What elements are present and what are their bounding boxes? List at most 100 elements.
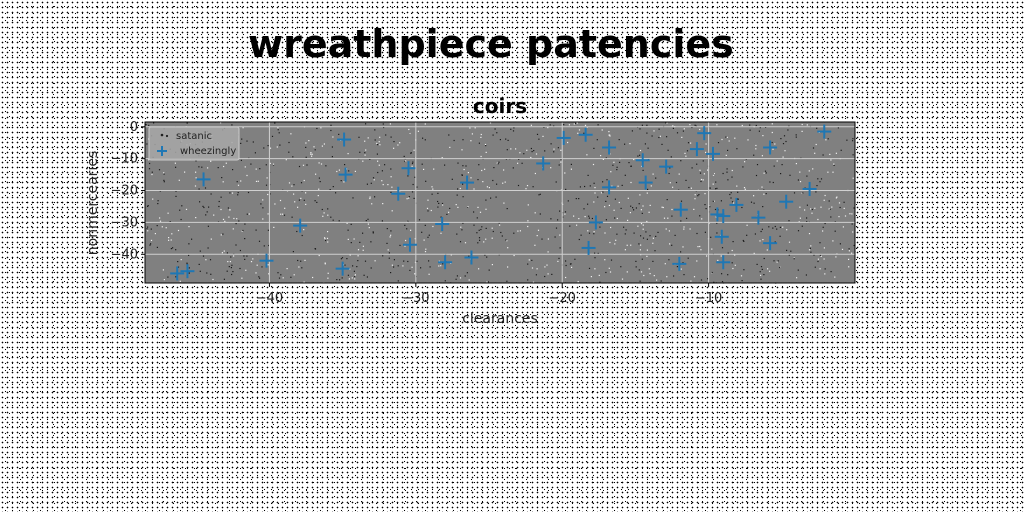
satanic-point — [577, 281, 579, 283]
satanic-point — [711, 271, 713, 274]
satanic-point — [830, 216, 832, 218]
satanic-point — [694, 198, 696, 200]
satanic-point — [650, 185, 652, 187]
satanic-point — [218, 200, 220, 203]
satanic-point — [382, 255, 384, 257]
satanic-point — [525, 188, 527, 190]
satanic-point — [668, 172, 670, 175]
satanic-point — [191, 238, 193, 240]
satanic-point — [461, 149, 463, 151]
satanic-point — [668, 230, 670, 232]
satanic-point — [822, 226, 824, 228]
satanic-point — [314, 248, 317, 250]
satanic-point — [362, 249, 364, 251]
satanic-point — [349, 254, 351, 256]
satanic-point — [726, 171, 728, 173]
satanic-point — [782, 156, 784, 158]
satanic-point — [364, 140, 366, 142]
satanic-point — [675, 181, 678, 184]
satanic-point — [486, 281, 488, 283]
satanic-point — [467, 206, 469, 208]
satanic-point — [799, 217, 801, 219]
satanic-point — [438, 265, 440, 267]
satanic-point — [272, 163, 275, 165]
satanic-point — [627, 219, 629, 221]
satanic-point — [393, 259, 395, 261]
satanic-point — [421, 231, 423, 233]
satanic-point — [686, 217, 688, 219]
satanic-point — [734, 254, 736, 256]
satanic-point — [756, 263, 758, 265]
satanic-point — [744, 161, 746, 163]
satanic-point — [277, 129, 279, 131]
satanic-point — [305, 142, 307, 144]
satanic-point — [312, 276, 314, 279]
satanic-point — [513, 254, 515, 257]
satanic-point — [834, 221, 836, 223]
satanic-point — [459, 277, 462, 279]
satanic-point — [565, 276, 567, 279]
satanic-point — [587, 230, 589, 232]
satanic-point — [762, 135, 764, 137]
satanic-point — [571, 266, 573, 268]
satanic-point — [175, 166, 177, 168]
satanic-point — [228, 266, 230, 268]
satanic-point — [207, 225, 209, 227]
satanic-point — [779, 226, 781, 228]
satanic-point — [685, 179, 687, 181]
satanic-point — [536, 133, 539, 135]
satanic-point — [274, 203, 276, 205]
satanic-point — [564, 213, 566, 215]
satanic-point — [771, 141, 773, 144]
satanic-point — [495, 196, 497, 198]
satanic-point — [462, 139, 464, 141]
satanic-point — [629, 143, 631, 145]
satanic-point — [705, 208, 707, 210]
satanic-point — [199, 250, 201, 252]
satanic-point — [616, 166, 618, 168]
satanic-point — [278, 277, 281, 279]
satanic-point — [477, 206, 479, 208]
satanic-point — [461, 174, 463, 176]
satanic-point — [557, 260, 559, 262]
satanic-point — [799, 171, 801, 173]
satanic-point — [831, 206, 833, 208]
satanic-point — [349, 268, 351, 270]
y-tick-label: 0 — [130, 120, 138, 135]
satanic-point — [686, 150, 689, 152]
satanic-point — [519, 230, 521, 232]
satanic-point — [786, 229, 788, 231]
satanic-point — [584, 124, 587, 126]
satanic-point — [283, 214, 286, 216]
satanic-point — [715, 216, 717, 218]
satanic-point — [682, 246, 684, 248]
satanic-point — [648, 268, 650, 270]
satanic-point — [323, 212, 325, 214]
satanic-point — [364, 260, 367, 262]
satanic-point — [527, 279, 529, 281]
satanic-point — [367, 218, 369, 220]
satanic-point — [802, 192, 804, 194]
satanic-point — [150, 243, 152, 245]
satanic-point — [765, 172, 767, 174]
satanic-point — [535, 274, 537, 276]
satanic-point — [335, 192, 337, 194]
satanic-point — [403, 260, 405, 262]
satanic-point — [841, 248, 844, 250]
satanic-point — [422, 137, 424, 139]
satanic-point — [830, 271, 832, 273]
satanic-point — [771, 131, 773, 134]
satanic-point — [749, 129, 751, 131]
satanic-point — [245, 269, 247, 271]
wheezingly-point — [259, 253, 274, 268]
satanic-point — [268, 273, 270, 275]
satanic-point — [324, 262, 326, 264]
satanic-point — [610, 171, 612, 173]
satanic-point — [318, 177, 320, 179]
satanic-point — [352, 265, 354, 267]
satanic-point — [237, 192, 239, 194]
satanic-point — [226, 270, 228, 272]
satanic-point — [851, 213, 853, 215]
satanic-point — [507, 139, 509, 141]
satanic-point — [491, 237, 493, 239]
